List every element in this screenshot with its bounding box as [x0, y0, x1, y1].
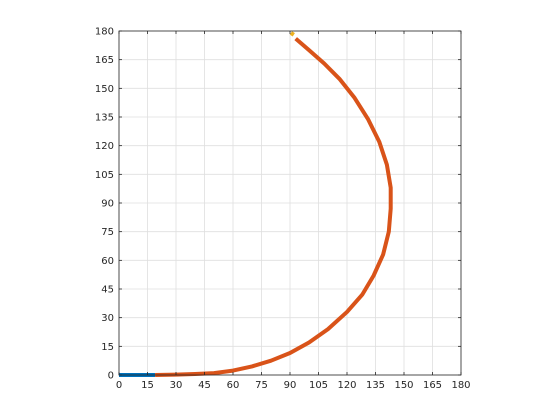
y-tick-label: 0 — [108, 371, 114, 382]
x-tick-label: 45 — [198, 380, 211, 391]
x-tick-label: 90 — [284, 380, 297, 391]
y-tick-label: 165 — [95, 55, 114, 66]
x-tick-label: 75 — [255, 380, 268, 391]
y-tick-label: 90 — [101, 199, 114, 210]
x-tick-label: 150 — [394, 380, 413, 391]
y-tick-label: 30 — [101, 313, 114, 324]
tick-marks — [118, 30, 462, 376]
series-orange-curve — [155, 37, 393, 377]
y-tick-label: 15 — [101, 342, 114, 353]
y-tick-label: 135 — [95, 113, 114, 124]
y-tick-label: 75 — [101, 227, 114, 238]
y-tick-label: 45 — [101, 285, 114, 296]
y-tick-labels: 0 15 30 45 60 75 90 105 120 135 150 165 180 — [95, 27, 114, 382]
x-tick-label: 60 — [227, 380, 240, 391]
x-tick-label: 165 — [423, 380, 442, 391]
y-tick-label: 180 — [95, 27, 114, 38]
x-tick-labels: 0 15 30 45 60 75 90 105 120 135 150 165 180 — [116, 380, 471, 391]
y-tick-label: 120 — [95, 141, 114, 152]
y-tick-label: 105 — [95, 170, 114, 181]
x-tick-label: 30 — [170, 380, 183, 391]
x-tick-label: 180 — [451, 380, 470, 391]
y-tick-label: 60 — [101, 256, 114, 267]
x-tick-label: 15 — [141, 380, 154, 391]
series-yellow-segment — [289, 31, 295, 37]
x-tick-label: 120 — [337, 380, 356, 391]
x-tick-label: 0 — [116, 380, 122, 391]
x-tick-label: 105 — [309, 380, 328, 391]
y-tick-label: 150 — [95, 84, 114, 95]
x-tick-label: 135 — [366, 380, 385, 391]
